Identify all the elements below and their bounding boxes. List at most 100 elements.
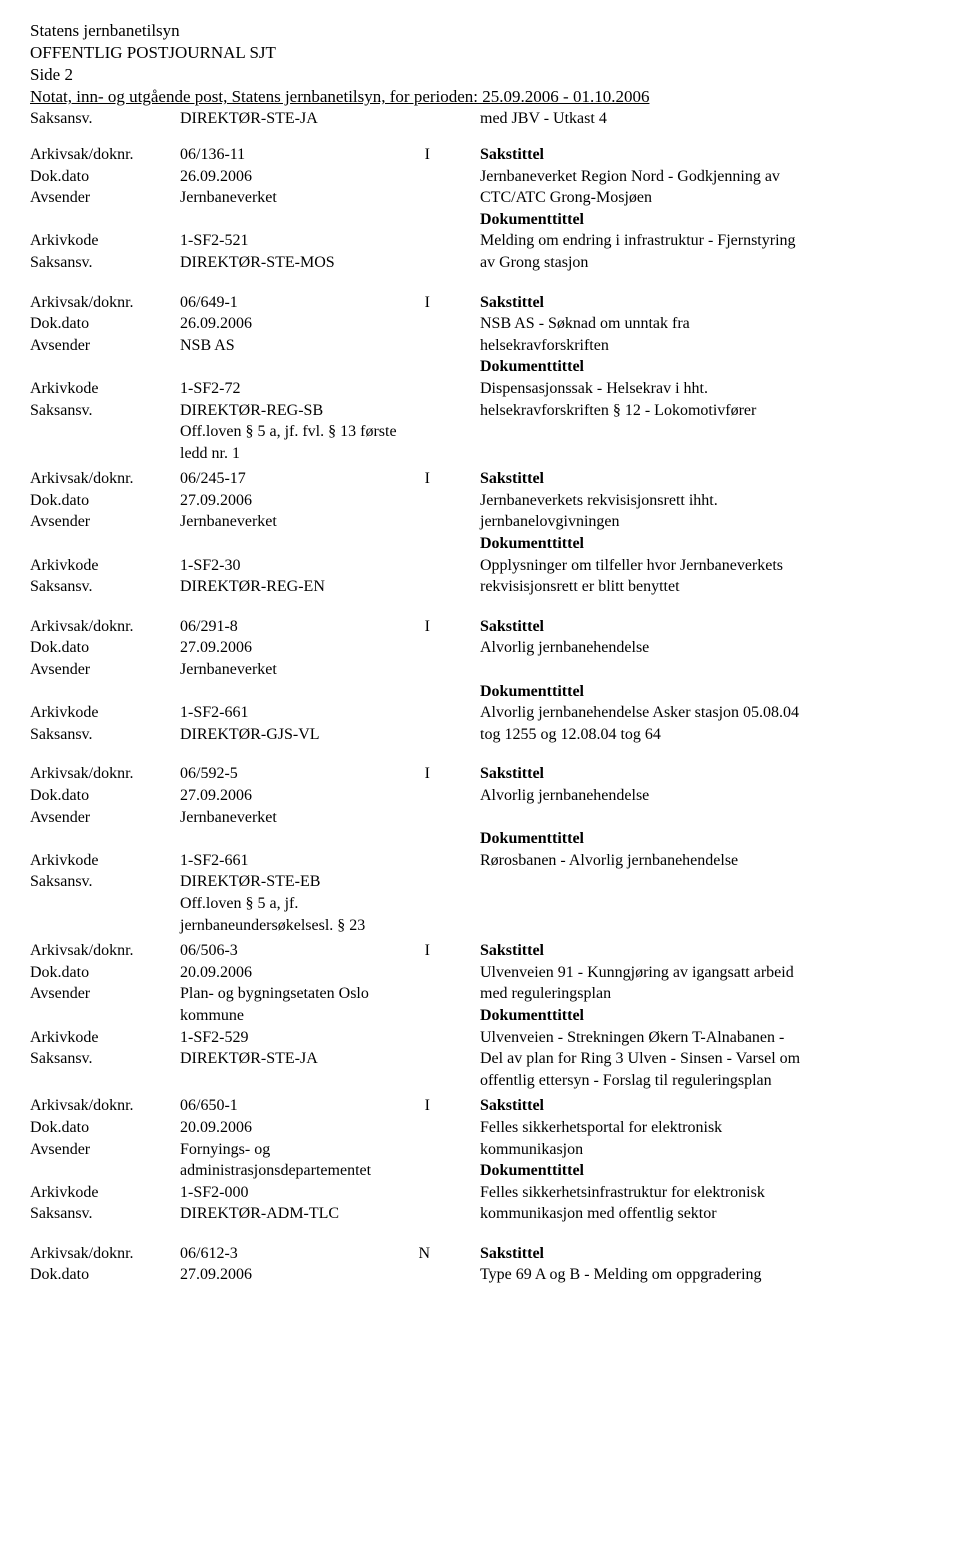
- r1-dato: 26.09.2006: [180, 166, 480, 188]
- label-dokumenttittel: Dokumenttittel: [480, 1160, 930, 1182]
- r2-off2: ledd nr. 1: [180, 443, 480, 465]
- r7-saksansv: DIREKTØR-ADM-TLC: [180, 1203, 480, 1225]
- top-saksansv: DIREKTØR-STE-JA: [180, 108, 480, 130]
- label-dokdato: Dok.dato: [30, 1264, 180, 1286]
- r5-arkivkode: 1-SF2-661: [180, 850, 480, 872]
- r4-dt2: tog 1255 og 12.08.04 tog 64: [480, 724, 930, 746]
- label-sakstittel: Sakstittel: [480, 616, 930, 638]
- label-arkivsak: Arkivsak/doknr.: [30, 1095, 180, 1117]
- label-arkivsak: Arkivsak/doknr.: [30, 144, 180, 166]
- label-saksansv: Saksansv.: [30, 108, 180, 130]
- r8-dato: 27.09.2006: [180, 1264, 480, 1286]
- r7-st2: kommunikasjon: [480, 1139, 930, 1161]
- r2-arkivkode: 1-SF2-72: [180, 378, 480, 400]
- r5-arkivsak: 06/592-5: [180, 765, 238, 782]
- label-arkivsak: Arkivsak/doknr.: [30, 763, 180, 785]
- label-dokdato: Dok.dato: [30, 490, 180, 512]
- r7-dt1: Felles sikkerhetsinfrastruktur for elekt…: [480, 1182, 930, 1204]
- record-5: Arkivsak/doknr. 06/592-5 I Sakstittel Dok…: [30, 763, 930, 936]
- label-arkivkode: Arkivkode: [30, 378, 180, 400]
- label-avsender: Avsender: [30, 983, 180, 1005]
- r8-io: N: [418, 1243, 470, 1265]
- r1-st1: Jernbaneverket Region Nord - Godkjenning…: [480, 166, 930, 188]
- r5-dt1: Rørosbanen - Alvorlig jernbanehendelse: [480, 850, 930, 872]
- r7-arkivkode: 1-SF2-000: [180, 1182, 480, 1204]
- label-saksansv: Saksansv.: [30, 252, 180, 274]
- r2-st2: helsekravforskriften: [480, 335, 930, 357]
- r4-dato: 27.09.2006: [180, 637, 480, 659]
- r6-dt1: Ulvenveien - Strekningen Økern T-Alnaban…: [480, 1027, 930, 1049]
- label-sakstittel: Sakstittel: [480, 1095, 930, 1117]
- label-dokumenttittel: Dokumenttittel: [480, 533, 930, 555]
- r4-io: I: [425, 616, 470, 638]
- r7-arkivsak: 06/650-1: [180, 1097, 238, 1114]
- org-name: Statens jernbanetilsyn: [30, 20, 930, 42]
- r3-saksansv: DIREKTØR-REG-EN: [180, 576, 480, 598]
- r6-io: I: [425, 940, 470, 962]
- record-7: Arkivsak/doknr. 06/650-1 I Sakstittel Dok…: [30, 1095, 930, 1225]
- r5-off1: Off.loven § 5 a, jf.: [180, 893, 480, 915]
- r2-dato: 26.09.2006: [180, 313, 480, 335]
- label-arkivsak: Arkivsak/doknr.: [30, 940, 180, 962]
- r2-io: I: [425, 292, 470, 314]
- r2-dt1: Dispensasjonssak - Helsekrav i hht.: [480, 378, 930, 400]
- record-2: Arkivsak/doknr. 06/649-1I Sakstittel Dok…: [30, 292, 930, 465]
- record-6: Arkivsak/doknr. 06/506-3 I Sakstittel Dok…: [30, 940, 930, 1091]
- r3-st2: jernbanelovgivningen: [480, 511, 930, 533]
- r1-io: I: [425, 144, 470, 166]
- label-avsender: Avsender: [30, 187, 180, 209]
- label-sakstittel: Sakstittel: [480, 940, 930, 962]
- r1-arkivkode: 1-SF2-521: [180, 230, 480, 252]
- label-sakstittel: Sakstittel: [480, 1243, 930, 1265]
- label-dokumenttittel: Dokumenttittel: [480, 1005, 930, 1027]
- r4-arkivsak: 06/291-8: [180, 618, 238, 635]
- r2-dt2: helsekravforskriften § 12 - Lokomotivfør…: [480, 400, 930, 422]
- r4-saksansv: DIREKTØR-GJS-VL: [180, 724, 480, 746]
- r7-dt2: kommunikasjon med offentlig sektor: [480, 1203, 930, 1225]
- r5-avsender: Jernbaneverket: [180, 807, 480, 829]
- label-dokumenttittel: Dokumenttittel: [480, 681, 930, 703]
- r4-dt1: Alvorlig jernbanehendelse Asker stasjon …: [480, 702, 930, 724]
- label-saksansv: Saksansv.: [30, 576, 180, 598]
- r3-arkivkode: 1-SF2-30: [180, 555, 480, 577]
- label-avsender: Avsender: [30, 511, 180, 533]
- label-arkivsak: Arkivsak/doknr.: [30, 292, 180, 314]
- label-dokumenttittel: Dokumenttittel: [480, 828, 930, 850]
- label-arkivkode: Arkivkode: [30, 850, 180, 872]
- label-sakstittel: Sakstittel: [480, 292, 930, 314]
- label-saksansv: Saksansv.: [30, 724, 180, 746]
- label-arkivkode: Arkivkode: [30, 230, 180, 252]
- label-dokdato: Dok.dato: [30, 637, 180, 659]
- label-avsender: Avsender: [30, 335, 180, 357]
- r3-avsender: Jernbaneverket: [180, 511, 480, 533]
- record-4: Arkivsak/doknr. 06/291-8 I Sakstittel Dok…: [30, 616, 930, 746]
- label-arkivkode: Arkivkode: [30, 1027, 180, 1049]
- r5-saksansv: DIREKTØR-STE-EB: [180, 871, 480, 893]
- r6-avsender1: Plan- og bygningsetaten Oslo: [180, 983, 480, 1005]
- r4-arkivkode: 1-SF2-661: [180, 702, 480, 724]
- top-right: med JBV - Utkast 4: [480, 108, 930, 130]
- label-dokumenttittel: Dokumenttittel: [480, 356, 930, 378]
- r6-dato: 20.09.2006: [180, 962, 480, 984]
- label-dokdato: Dok.dato: [30, 962, 180, 984]
- r6-arkivsak: 06/506-3: [180, 942, 238, 959]
- r1-dt2: av Grong stasjon: [480, 252, 930, 274]
- label-sakstittel: Sakstittel: [480, 144, 930, 166]
- label-avsender: Avsender: [30, 1139, 180, 1161]
- label-dokdato: Dok.dato: [30, 785, 180, 807]
- record-1: Arkivsak/doknr. 06/136-11I Sakstittel Do…: [30, 144, 930, 274]
- r7-io: I: [425, 1095, 470, 1117]
- r2-avsender: NSB AS: [180, 335, 480, 357]
- label-saksansv: Saksansv.: [30, 1048, 180, 1070]
- record-8: Arkivsak/doknr. 06/612-3N Sakstittel Dok…: [30, 1243, 930, 1286]
- label-sakstittel: Sakstittel: [480, 763, 930, 785]
- label-arkivsak: Arkivsak/doknr.: [30, 616, 180, 638]
- label-arkivsak: Arkivsak/doknr.: [30, 468, 180, 490]
- r3-dato: 27.09.2006: [180, 490, 480, 512]
- r6-st2: med reguleringsplan: [480, 983, 930, 1005]
- r7-dato: 20.09.2006: [180, 1117, 480, 1139]
- r2-off1: Off.loven § 5 a, jf. fvl. § 13 første: [180, 421, 480, 443]
- r5-io: I: [425, 763, 470, 785]
- record-3: Arkivsak/doknr. 06/245-17I Sakstittel Do…: [30, 468, 930, 598]
- r1-st2: CTC/ATC Grong-Mosjøen: [480, 187, 930, 209]
